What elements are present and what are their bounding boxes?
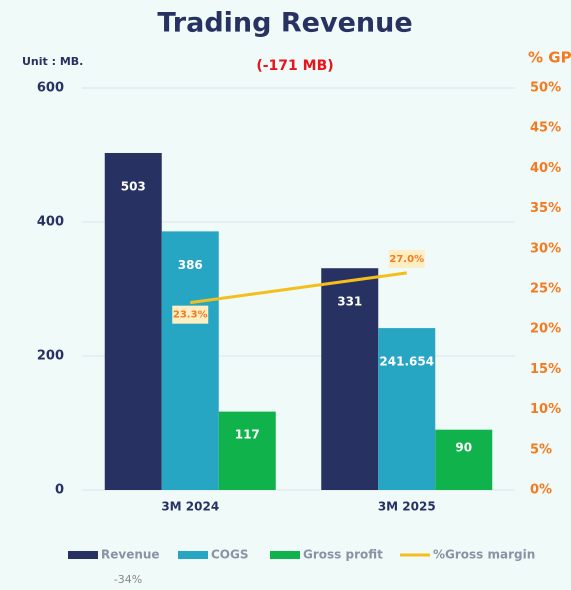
legend-label: COGS	[211, 548, 249, 562]
y-tick-label: 200	[37, 349, 64, 364]
legend-label: %Gross margin	[433, 548, 535, 562]
y2-tick-label: 10%	[530, 402, 561, 417]
annotation: -34%	[114, 573, 142, 586]
y2-tick-label: 5%	[530, 442, 552, 457]
y2-tick-label: 0%	[530, 483, 552, 498]
y2-tick-label: 45%	[530, 121, 561, 136]
x-tick-label: 3M 2025	[378, 500, 436, 514]
bar-label: 90	[455, 440, 472, 454]
bar	[321, 268, 379, 490]
bar-label: 241.654	[379, 355, 434, 369]
bar-label: 503	[121, 179, 146, 193]
y2-tick-label: 15%	[530, 362, 561, 377]
bar	[378, 328, 436, 490]
x-tick-label: 3M 2024	[161, 500, 219, 514]
y-tick-label: 0	[55, 483, 64, 498]
y-unit-label: Unit : MB.	[22, 55, 83, 68]
y2-tick-label: 35%	[530, 201, 561, 216]
y2-tick-label: 40%	[530, 161, 561, 176]
subtitle: (-171 MB)	[256, 58, 333, 74]
bar	[218, 411, 276, 490]
legend-swatch	[68, 551, 98, 559]
line-series	[190, 271, 407, 305]
bar	[435, 429, 493, 490]
y-tick-label: 400	[37, 215, 64, 230]
bar	[161, 231, 219, 490]
line-label: 23.3%	[173, 310, 208, 321]
y2-axis-label: % GP	[528, 49, 571, 67]
y2-tick-label: 50%	[530, 81, 561, 96]
line-label-box	[388, 249, 425, 268]
legend-swatch	[178, 551, 208, 559]
legend-label: Revenue	[101, 548, 160, 562]
y2-tick-label: 25%	[530, 282, 561, 297]
bar-label: 331	[337, 295, 362, 309]
line-label: 27.0%	[389, 254, 424, 265]
line-label-box	[172, 305, 209, 324]
chart-title: Trading Revenue	[157, 8, 412, 39]
y2-tick-label: 20%	[530, 322, 561, 337]
legend-swatch	[270, 551, 300, 559]
y-tick-label: 600	[37, 81, 64, 96]
legend-label: Gross profit	[303, 548, 383, 562]
bar	[104, 152, 162, 491]
bar-label: 117	[235, 428, 260, 442]
y2-tick-label: 30%	[530, 241, 561, 256]
bar-label: 386	[178, 258, 203, 272]
